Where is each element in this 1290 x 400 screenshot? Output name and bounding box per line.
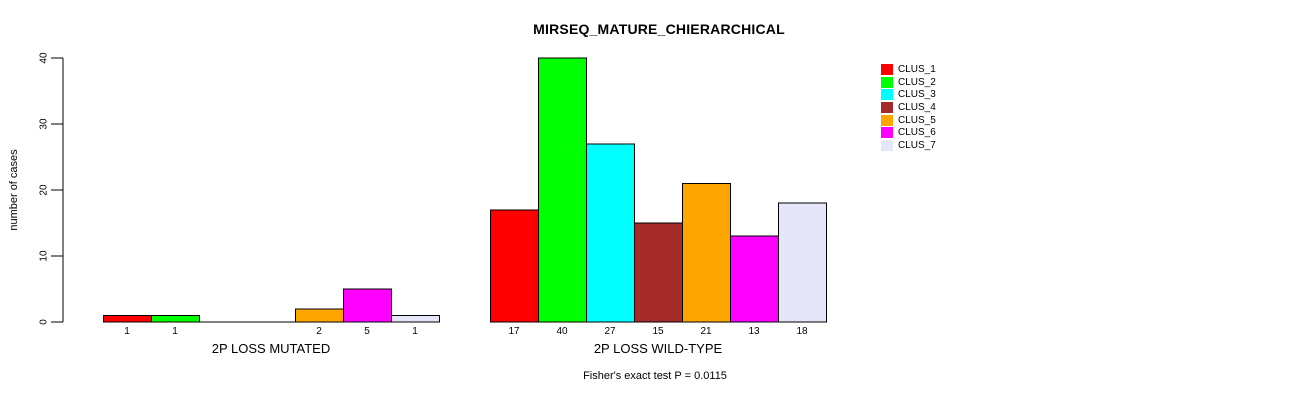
bar-clus_1 [103, 314, 152, 323]
x-group-label-wildtype: 2P LOSS WILD-TYPE [593, 341, 723, 356]
legend-label: CLUS_4 [898, 101, 936, 113]
bar-clus_6 [730, 235, 779, 323]
bar-clus_1 [490, 209, 539, 323]
y-tick-label: 0 [39, 319, 50, 325]
legend-swatch-icon [881, 101, 893, 113]
legend-item-clus_2: CLUS_2 [881, 76, 936, 89]
bar-clus_3 [586, 143, 635, 323]
x-group-label-mutated: 2P LOSS MUTATED [211, 341, 331, 356]
legend-swatch-icon [881, 76, 893, 88]
bar-value-label: 5 [364, 326, 370, 337]
legend-label: CLUS_3 [898, 89, 936, 101]
legend-item-clus_7: CLUS_7 [881, 139, 936, 152]
legend-item-clus_6: CLUS_6 [881, 126, 936, 139]
bar-value-label: 15 [652, 326, 664, 337]
bar-value-label: 1 [412, 326, 418, 337]
bar-value-label: 21 [700, 326, 712, 337]
bar-clus_6 [343, 288, 392, 323]
legend-label: CLUS_7 [898, 139, 936, 151]
legend-swatch-icon [881, 127, 893, 139]
legend-label: CLUS_2 [898, 76, 936, 88]
legend-item-clus_4: CLUS_4 [881, 101, 936, 114]
legend-swatch-icon [881, 114, 893, 126]
bar-value-label: 27 [604, 326, 616, 337]
bar-clus_4 [634, 222, 683, 323]
legend-item-clus_1: CLUS_1 [881, 63, 936, 76]
legend: CLUS_1 CLUS_2 CLUS_3 CLUS_4 CLUS_5 CLUS_6 CLUS… [881, 63, 936, 152]
y-axis-title: number of cases [8, 149, 20, 231]
legend-swatch-icon [881, 63, 893, 75]
bar-clus_2 [538, 57, 587, 323]
bar-clus_7 [391, 314, 440, 323]
bar-clus_5 [682, 182, 731, 323]
bar-value-label: 13 [748, 326, 760, 337]
bar-clus_2 [151, 314, 200, 323]
legend-label: CLUS_1 [898, 63, 936, 75]
legend-label: CLUS_5 [898, 114, 936, 126]
legend-label: CLUS_6 [898, 127, 936, 139]
y-tick-label: 10 [39, 250, 50, 262]
chart-title: MIRSEQ_MATURE_CHIERARCHICAL [533, 21, 785, 37]
y-tick-label: 40 [39, 52, 50, 64]
bar-clus_5 [295, 308, 344, 323]
legend-item-clus_5: CLUS_5 [881, 114, 936, 127]
bar-value-label: 40 [556, 326, 568, 337]
legend-swatch-icon [881, 89, 893, 101]
bar-value-label: 1 [124, 326, 130, 337]
bar-clus_7 [778, 202, 827, 323]
bar-value-label: 17 [508, 326, 520, 337]
bar-value-label: 2 [316, 326, 322, 337]
bar-value-label: 1 [172, 326, 178, 337]
legend-swatch-icon [881, 139, 893, 151]
legend-item-clus_3: CLUS_3 [881, 88, 936, 101]
y-tick-label: 20 [39, 184, 50, 196]
y-tick-label: 30 [39, 118, 50, 130]
bar-value-label: 18 [796, 326, 808, 337]
fisher-test-annotation: Fisher's exact test P = 0.0115 [583, 370, 727, 382]
